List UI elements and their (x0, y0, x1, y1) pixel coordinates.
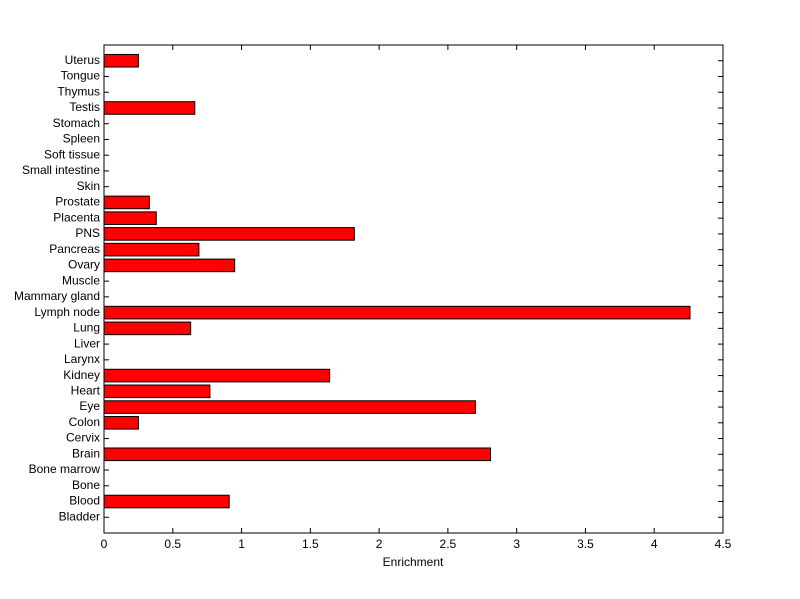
y-tick-label: Muscle (62, 273, 100, 287)
y-tick-label: Small intestine (22, 163, 100, 177)
x-tick-label: 2 (376, 537, 383, 551)
y-tick-label: Testis (69, 100, 100, 114)
y-tick-label: Lung (73, 321, 100, 335)
y-tick-label: Pancreas (49, 242, 100, 256)
x-axis-label: Enrichment (383, 555, 444, 569)
y-tick-label: Eye (79, 399, 100, 413)
y-tick-label: Lymph node (34, 305, 100, 319)
bar (103, 258, 236, 273)
x-tick-label: 0.5 (164, 537, 181, 551)
bar (103, 384, 211, 399)
x-tick-label: 4.5 (715, 537, 732, 551)
x-tick-label: 1 (238, 537, 245, 551)
y-tick-label: Spleen (63, 132, 100, 146)
bar (103, 211, 157, 225)
y-tick-label: Prostate (55, 195, 100, 209)
y-tick-label: PNS (75, 226, 100, 240)
y-tick-label: Placenta (53, 210, 100, 224)
y-tick-label: Tongue (61, 69, 101, 83)
y-tick-label: Ovary (68, 258, 100, 272)
y-tick-label: Bone (72, 478, 100, 492)
bar (103, 447, 492, 462)
x-tick-label: 1.5 (302, 537, 319, 551)
bar (103, 321, 192, 336)
bar (103, 305, 691, 320)
y-tick-label: Bone marrow (29, 462, 101, 476)
y-tick-label: Skin (77, 179, 100, 193)
y-tick-label: Soft tissue (44, 147, 100, 161)
x-tick-label: 2.5 (440, 537, 457, 551)
x-tick-label: 3.5 (577, 537, 594, 551)
bar (103, 101, 196, 115)
y-tick-label: Bladder (59, 509, 100, 523)
x-tick-label: 4 (651, 537, 658, 551)
bar (103, 242, 200, 257)
y-tick-label: Uterus (65, 53, 100, 67)
bar (103, 227, 355, 241)
y-tick-label: Larynx (64, 352, 100, 366)
bar (103, 494, 230, 509)
y-tick-label: Liver (74, 336, 100, 350)
y-tick-label: Kidney (63, 368, 100, 382)
y-tick-label: Mammary gland (14, 289, 100, 303)
bar (103, 416, 139, 430)
y-tick-label: Blood (69, 494, 100, 508)
y-tick-label: Brain (72, 446, 100, 460)
x-tick-label: 0 (101, 537, 108, 551)
bar (103, 400, 476, 414)
bar (103, 53, 139, 68)
x-tick-label: 3 (513, 537, 520, 551)
y-tick-label: Colon (69, 415, 100, 429)
bar (103, 368, 331, 383)
y-tick-label: Cervix (66, 431, 100, 445)
y-tick-label: Heart (71, 383, 101, 397)
y-tick-label: Stomach (53, 116, 100, 130)
y-tick-label: Thymus (57, 84, 100, 98)
bar (103, 195, 150, 210)
